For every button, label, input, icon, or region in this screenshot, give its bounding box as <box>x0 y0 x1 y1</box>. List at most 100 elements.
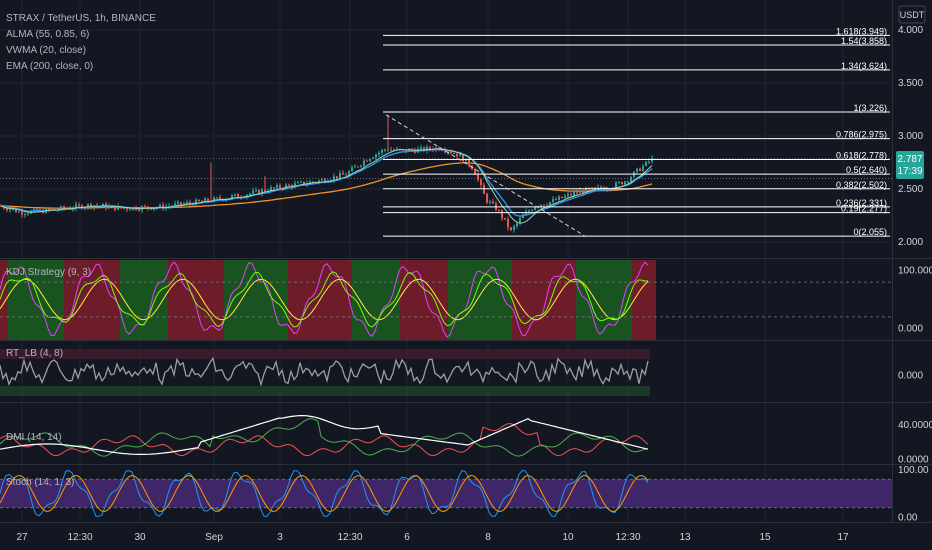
rt-lb-pane[interactable] <box>0 349 650 396</box>
candle-body <box>249 193 251 195</box>
price-tick-0: 4.000 <box>898 25 923 36</box>
symbol-title[interactable]: STRAX / TetherUS, 1h, BINANCE <box>6 13 156 24</box>
candle-body <box>513 226 515 231</box>
price-pane[interactable]: 1.618(3.949)1.54(3.858) 1.34(3.624) 1(3.22… <box>0 26 892 237</box>
legend-alma[interactable]: ALMA (55, 0.85, 6) <box>6 29 89 40</box>
kdj-zone <box>560 260 568 340</box>
candle-body <box>264 189 266 192</box>
legend-dmi[interactable]: DMI (14, 14) <box>6 432 62 443</box>
candle-body <box>483 184 485 194</box>
candle-body <box>534 207 536 211</box>
kdj-zone <box>496 260 504 340</box>
price-axis[interactable]: 4.000 3.500 3.000 2.500 2.000 100.000 0.000 0.0… <box>898 25 932 523</box>
candle-body <box>540 204 542 207</box>
kdj-zone <box>392 260 400 340</box>
moving-average-lines <box>0 148 892 224</box>
kdj-zone <box>480 260 488 340</box>
kdj-pane[interactable] <box>0 260 892 340</box>
fib-level-label-3: 1(3.226) <box>853 103 887 113</box>
candle-body <box>624 181 626 185</box>
candle-body <box>60 206 62 210</box>
kdj-zone <box>256 260 264 340</box>
kdj-zone <box>344 260 352 340</box>
kdj-zone <box>584 260 592 340</box>
candle-body <box>294 183 296 188</box>
candle-body <box>561 196 563 198</box>
price-tick-3: 2.500 <box>898 184 923 195</box>
candle-body <box>279 185 281 188</box>
candle-body <box>285 184 287 189</box>
candle-body <box>252 190 254 194</box>
candle-body <box>459 154 461 157</box>
dmi-pane[interactable] <box>0 415 649 457</box>
legend-rt-lb[interactable]: RT_LB (4, 8) <box>6 348 63 359</box>
candle-body <box>504 218 506 220</box>
kdj-zone <box>128 260 136 340</box>
candle-body <box>423 147 425 151</box>
kdj-zone <box>176 260 184 340</box>
candle-body <box>531 210 533 212</box>
candle-body <box>630 177 632 182</box>
candle-body <box>351 167 353 172</box>
candle-body <box>573 192 575 196</box>
stoch-tick-1: 0.00 <box>898 512 918 523</box>
time-tick-3: Sep <box>205 532 223 543</box>
fib-level-label-10: 0(2.055) <box>853 227 887 237</box>
kdj-tick-1: 0.000 <box>898 323 923 334</box>
candle-body <box>102 204 104 207</box>
kdj-zone <box>312 260 320 340</box>
candle-body <box>366 160 368 162</box>
candle-body <box>369 159 371 161</box>
candle-body <box>87 204 89 208</box>
kdj-zone <box>272 260 280 340</box>
legend-ema[interactable]: EMA (200, close, 0) <box>6 61 93 72</box>
candle-body <box>276 185 278 188</box>
candle-body <box>384 149 386 151</box>
dmi-adx-line <box>0 415 649 455</box>
candle-body <box>546 204 548 206</box>
candle-body <box>558 196 560 200</box>
fibonacci-retracement[interactable]: 1.618(3.949)1.54(3.858) 1.34(3.624) 1(3.22… <box>383 26 890 237</box>
fib-level-label-4: 0.786(2.975) <box>836 130 887 140</box>
kdj-zone <box>512 260 520 340</box>
candle-body <box>441 150 443 152</box>
legend-vwma[interactable]: VWMA (20, close) <box>6 45 86 56</box>
pane-separators <box>0 0 932 523</box>
candle-body <box>498 210 500 212</box>
currency-button[interactable]: USDT <box>898 5 926 24</box>
kdj-zone <box>168 260 176 340</box>
legend-kdj[interactable]: KDJ Strategy (9, 3) <box>6 267 91 278</box>
candle-body <box>645 161 647 166</box>
candle-body <box>363 160 365 166</box>
candle-body <box>90 204 92 208</box>
candle-body <box>291 185 293 188</box>
candle-body <box>144 206 146 208</box>
candle-body <box>18 211 20 213</box>
candle-body <box>312 181 314 183</box>
candle-body <box>552 199 554 202</box>
kdj-zone <box>72 260 80 340</box>
kdj-zone <box>184 260 192 340</box>
candle-body <box>591 187 593 189</box>
time-axis[interactable]: 27 12:30 30 Sep 3 12:30 6 8 10 12:30 13 15 17 <box>16 532 849 543</box>
stoch-pane[interactable] <box>0 470 892 517</box>
kdj-zone <box>320 260 328 340</box>
stoch-d-line <box>0 474 649 513</box>
candle-body <box>492 201 494 204</box>
kdj-zone <box>592 260 600 340</box>
candle-body <box>288 184 290 186</box>
kdj-zone <box>104 260 112 340</box>
candle-body <box>501 210 503 219</box>
kdj-zone <box>200 260 208 340</box>
time-tick-10: 13 <box>679 532 691 543</box>
candle-body <box>126 208 128 210</box>
candle-body <box>582 190 584 193</box>
kdj-zone <box>328 260 336 340</box>
kdj-zone <box>216 260 224 340</box>
kdj-zone <box>224 260 232 340</box>
kdj-zone <box>336 260 344 340</box>
legend-stoch[interactable]: Stoch (14, 1, 3) <box>6 477 74 488</box>
time-tick-7: 8 <box>485 532 491 543</box>
candle-body <box>297 182 299 184</box>
